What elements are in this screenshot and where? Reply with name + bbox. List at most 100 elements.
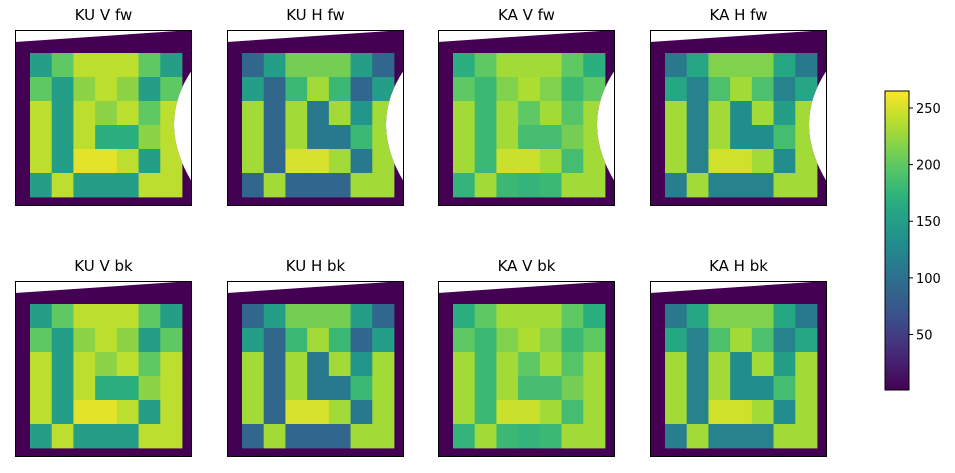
heatmap-cell [73,125,96,150]
heatmap-cell [138,352,161,377]
heatmap-cell [686,400,709,425]
heatmap-cell [350,400,373,425]
heatmap-cell [730,149,753,174]
panel-title: KA V fw [498,6,555,24]
heatmap-cell [453,424,476,449]
heatmap-cell [73,149,96,174]
heatmap-cell [307,149,330,174]
heatmap-cell [95,101,118,126]
heatmap-cell [751,424,774,449]
heatmap-cell [751,77,774,102]
heatmap-cell [160,125,183,150]
heatmap-cell [350,328,373,353]
panel: KU H bk [227,257,404,457]
heatmap-cell [328,173,351,198]
heatmap-cell [160,149,183,174]
heatmap-cell [138,304,161,329]
heatmap-cell [138,53,161,78]
heatmap-cell [751,149,774,174]
heatmap-image [438,281,615,457]
panel: KU V fw [15,6,192,206]
heatmap-cell [583,352,606,377]
heatmap-cell [30,328,53,353]
heatmap-cell [561,101,584,126]
heatmap-cell [474,400,497,425]
heatmap-cell [138,424,161,449]
heatmap-cell [30,400,53,425]
heatmap-image [650,281,827,457]
heatmap-cell [160,424,183,449]
heatmap-cell [686,149,709,174]
heatmap-cell [453,400,476,425]
heatmap-cell [518,149,541,174]
heatmap-cell [474,53,497,78]
heatmap-cell [583,400,606,425]
heatmap-cell [539,125,562,150]
heatmap-cell [307,376,330,401]
heatmap-cell [350,149,373,174]
heatmap-cell [328,101,351,126]
heatmap-cell [665,125,688,150]
panel-title: KU V fw [75,6,133,24]
heatmap-cell [453,149,476,174]
heatmap-cell [773,125,796,150]
heatmap-cell [30,304,53,329]
heatmap-cell [350,376,373,401]
heatmap-cell [30,53,53,78]
heatmap-cell [539,53,562,78]
axes-frame [650,281,827,457]
heatmap-cell [708,400,731,425]
heatmap-cell [51,149,74,174]
heatmap-cell [686,424,709,449]
heatmap-cell [285,101,308,126]
heatmap-cell [328,53,351,78]
heatmap-cell [518,77,541,102]
heatmap-cell [686,376,709,401]
heatmap-cell [665,376,688,401]
heatmap-cell [773,376,796,401]
heatmap-cell [95,149,118,174]
heatmap-cell [307,328,330,353]
panel-title: KU H fw [286,6,345,24]
heatmap-cell [708,77,731,102]
heatmap-cell [73,173,96,198]
heatmap-cell [307,53,330,78]
heatmap-cell [95,77,118,102]
heatmap-cell [474,101,497,126]
heatmap-cell [285,424,308,449]
heatmap-cell [116,400,139,425]
heatmap-cell [285,149,308,174]
heatmap-cell [285,352,308,377]
heatmap-cell [686,304,709,329]
heatmap-cell [795,77,818,102]
heatmap-cell [138,101,161,126]
heatmap-cell [686,101,709,126]
heatmap-cell [561,125,584,150]
heatmap-cell [116,352,139,377]
heatmap-cell [160,400,183,425]
heatmap-cell [350,53,373,78]
heatmap-cell [708,173,731,198]
heatmap-cell [285,125,308,150]
heatmap-cell [372,125,395,150]
panel-title: KU V bk [74,257,133,275]
heatmap-cell [561,173,584,198]
heatmap-cell [51,125,74,150]
heatmap-cell [665,101,688,126]
heatmap-cell [518,304,541,329]
heatmap-cell [518,125,541,150]
heatmap-cell [160,328,183,353]
heatmap-cell [773,328,796,353]
heatmap-cell [242,173,265,198]
heatmap-cell [328,352,351,377]
heatmap-cell [30,173,53,198]
heatmap-cell [242,424,265,449]
heatmap-cell [496,400,519,425]
axes-frame [227,30,404,206]
heatmap-cell [73,328,96,353]
heatmap-cell [730,424,753,449]
heatmap-cell [328,77,351,102]
heatmap-cell [474,173,497,198]
heatmap-cell [518,352,541,377]
panel: KA V fw [438,6,615,206]
